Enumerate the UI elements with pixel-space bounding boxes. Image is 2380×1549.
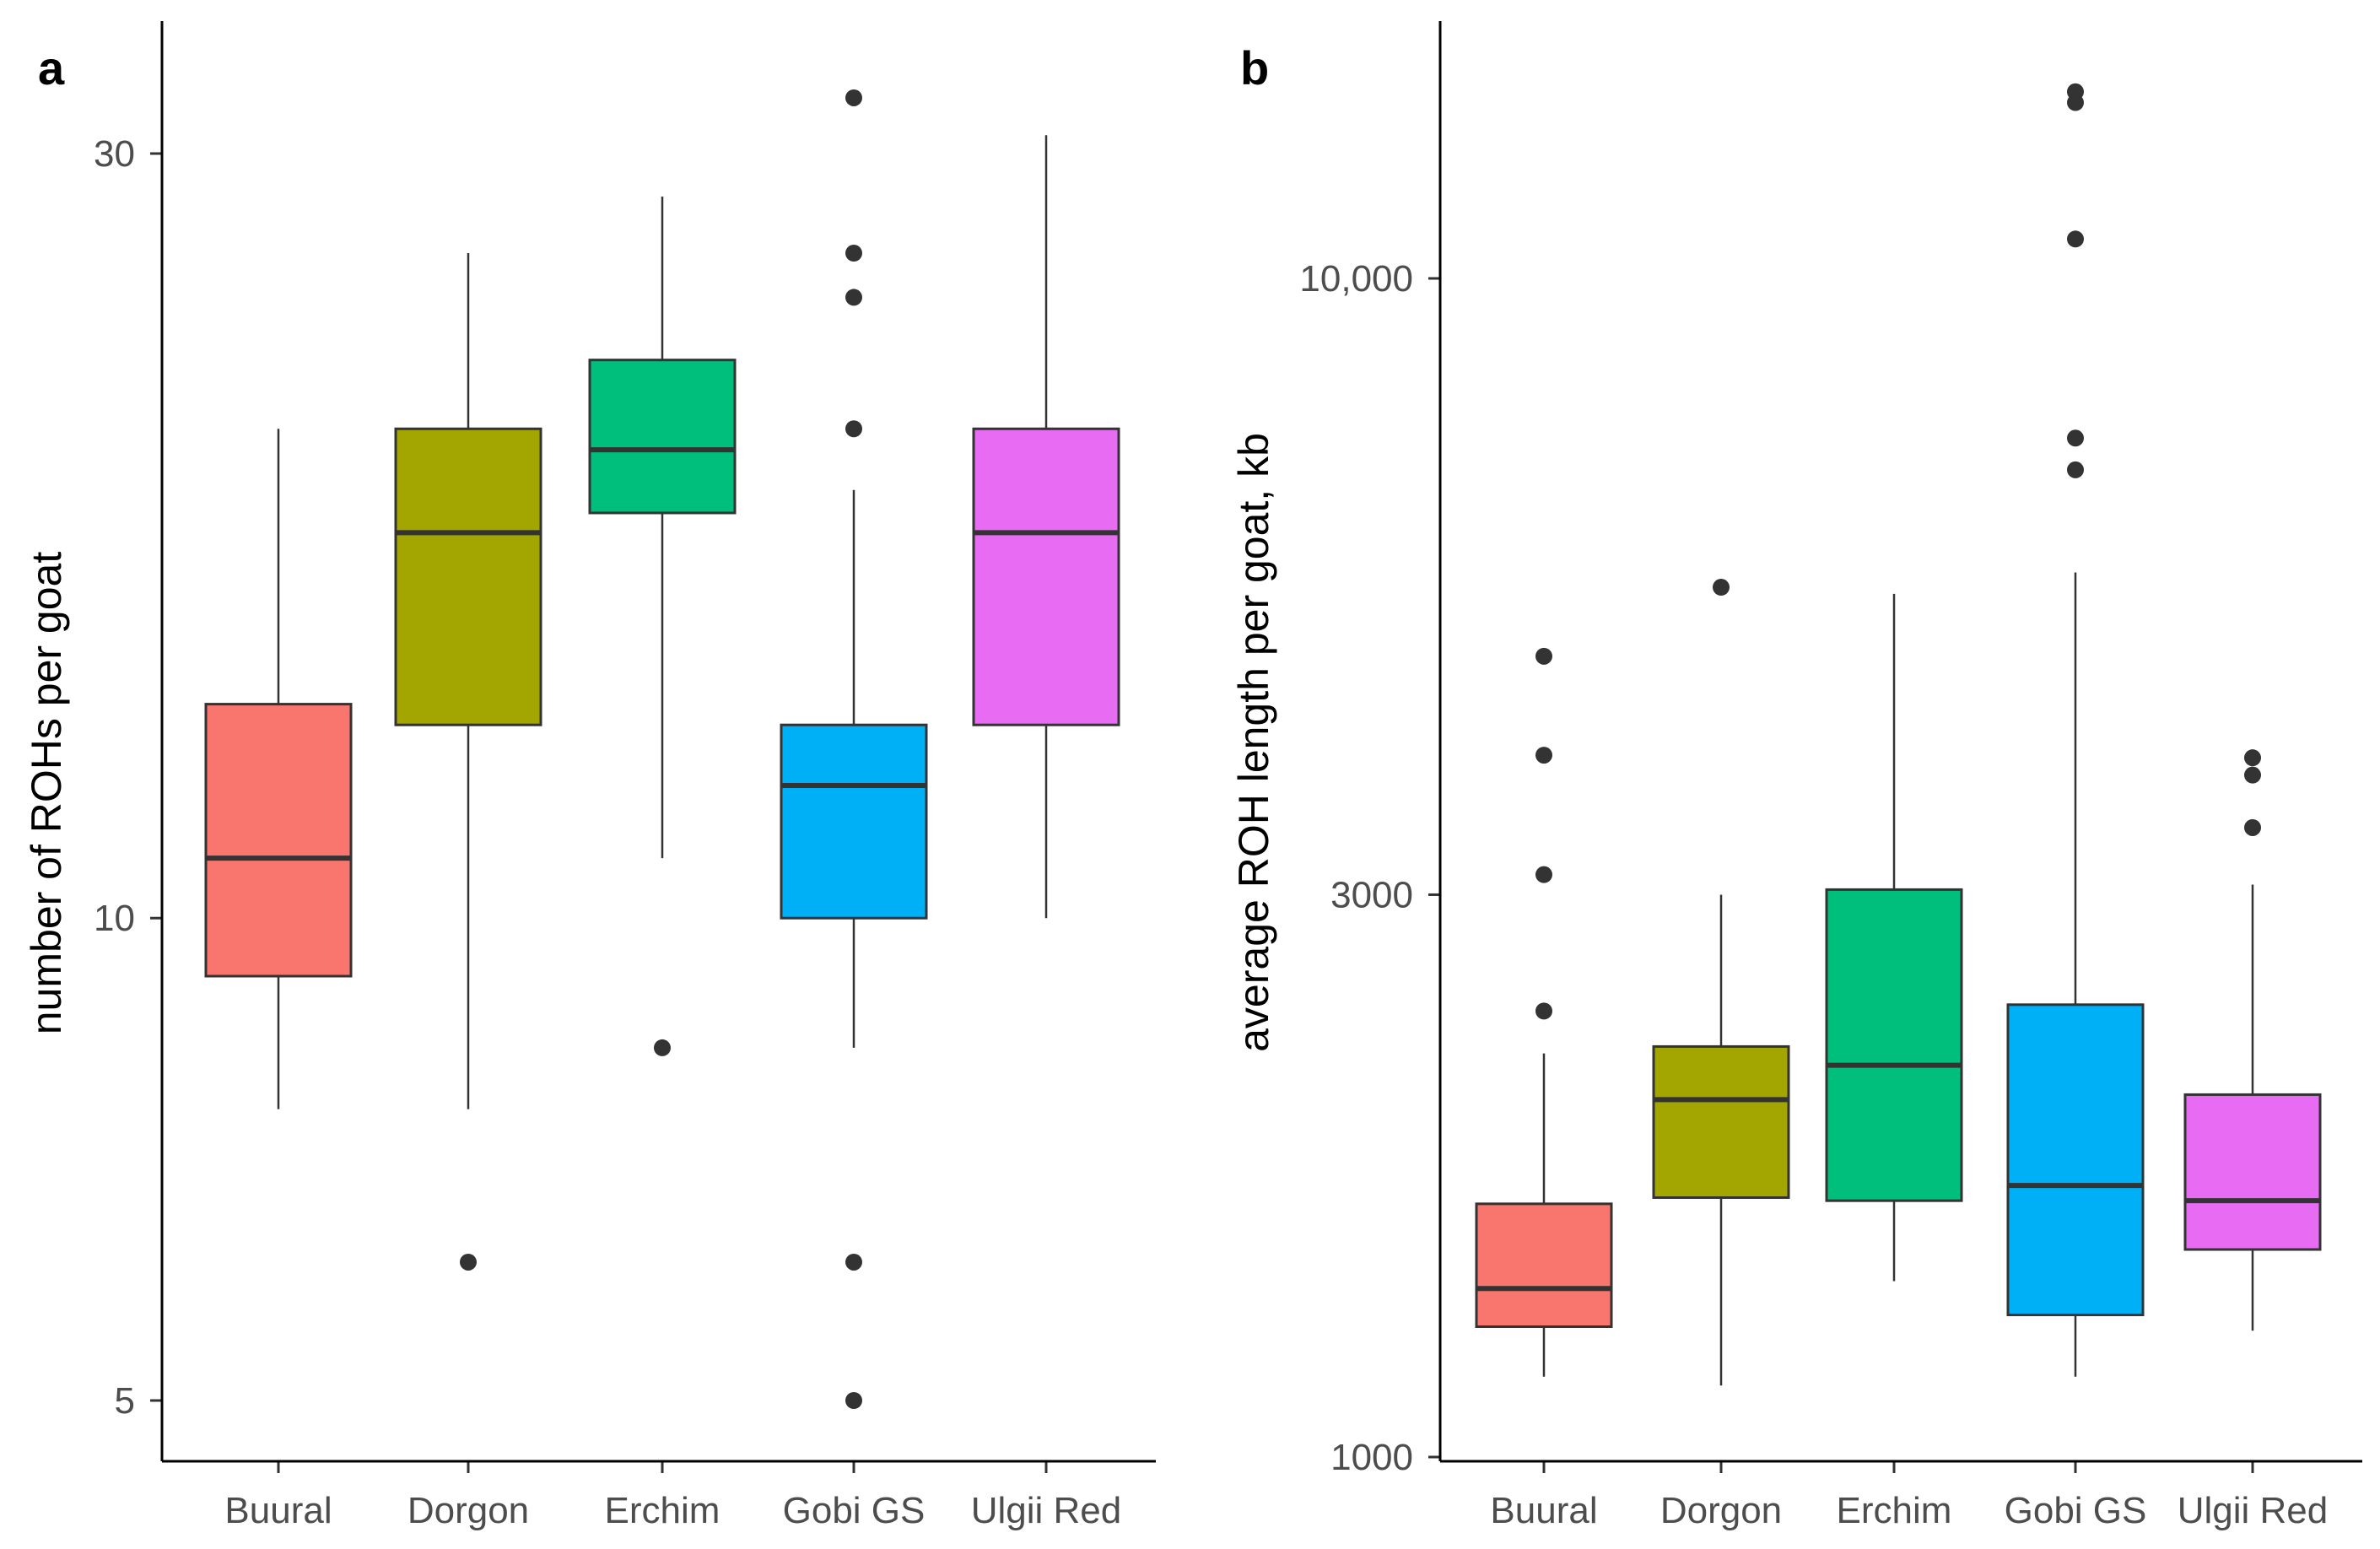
buural-outlier-point: [1535, 1002, 1552, 1020]
panel-b-x-tick-label-ulgii-red: Ulgii Red: [2178, 1490, 2329, 1531]
panel-a-plot-area: 5 10 30 Buural Dorgon Erchim Gobi GS Ulgii Red: [94, 89, 1121, 1531]
panel-a-x-tick-label-buural: Buural: [224, 1490, 332, 1531]
buural-box: [204, 703, 353, 978]
gobi-gs-outlier-point: [845, 245, 862, 262]
ulgii-red-outlier-point: [2244, 749, 2261, 767]
panel-b-x-tick-label-gobi-gs: Gobi GS: [2005, 1490, 2147, 1531]
gobi-gs-box: [780, 723, 928, 920]
panel-b-letter: b: [1240, 41, 1269, 94]
panel-a-x-tick-label-erchim: Erchim: [605, 1490, 720, 1531]
buural-outlier-point: [1535, 647, 1552, 665]
ulgii-red-outlier-point: [2244, 818, 2261, 836]
buural-outlier-point: [1535, 747, 1552, 764]
erchim-outlier-point: [654, 1039, 671, 1056]
panel-a-y-tick-label: 30: [94, 133, 135, 175]
dorgon-outlier-point: [1713, 579, 1730, 596]
gobi-gs-outlier-point: [845, 1392, 862, 1409]
panel-a: a number of ROHs per goat 5 10 30 Buural Dor…: [23, 21, 1156, 1531]
erchim-box: [1825, 888, 1963, 1202]
panel-b-y-tick-label: 10,000: [1299, 258, 1413, 300]
gobi-gs-outlier-point: [2067, 461, 2084, 478]
panel-a-y-axis-title: number of ROHs per goat: [23, 552, 70, 1035]
gobi-gs-outlier-point: [845, 1253, 862, 1271]
panel-a-x-tick-label-ulgii-red: Ulgii Red: [971, 1490, 1122, 1531]
gobi-gs-outlier-point: [845, 289, 862, 306]
dorgon-box: [1652, 1044, 1790, 1200]
panel-a-y-tick-label: 5: [115, 1380, 135, 1422]
buural-box: [1475, 1202, 1613, 1329]
panel-b: b average ROH length per goat, kb 1000 30…: [1230, 21, 2362, 1531]
panel-b-y-axis-title: average ROH length per goat, kb: [1230, 433, 1277, 1052]
buural-outlier-point: [1535, 866, 1552, 883]
panel-b-y-tick-label: 1000: [1330, 1437, 1413, 1478]
dorgon-box: [394, 427, 542, 726]
gobi-gs-outlier-point: [2067, 429, 2084, 447]
panel-b-plot-area: 1000 3000 10,000 Buural Dorgon Erchim Gobi GS U…: [1299, 83, 2329, 1531]
gobi-gs-outlier-point: [2067, 83, 2084, 100]
erchim-box: [588, 359, 737, 515]
panel-a-letter: a: [38, 41, 65, 94]
ulgii-red-outlier-point: [2244, 766, 2261, 784]
panel-b-x-tick-label-erchim: Erchim: [1837, 1490, 1952, 1531]
panel-b-y-tick-label: 3000: [1330, 874, 1413, 915]
gobi-gs-outlier-point: [845, 420, 862, 438]
dorgon-outlier-point: [460, 1253, 477, 1271]
panel-a-x-tick-label-gobi-gs: Gobi GS: [783, 1490, 926, 1531]
panel-a-x-tick-label-dorgon: Dorgon: [407, 1490, 529, 1531]
panel-b-x-tick-label-buural: Buural: [1490, 1490, 1597, 1531]
gobi-gs-outlier-point: [845, 89, 862, 106]
ulgii-red-box: [972, 427, 1120, 726]
gobi-gs-outlier-point: [2067, 230, 2084, 248]
ulgii-red-box: [2183, 1093, 2322, 1251]
gobi-gs-box: [2006, 1003, 2145, 1317]
panel-a-y-tick-label: 10: [94, 898, 135, 939]
panel-b-x-tick-label-dorgon: Dorgon: [1660, 1490, 1782, 1531]
